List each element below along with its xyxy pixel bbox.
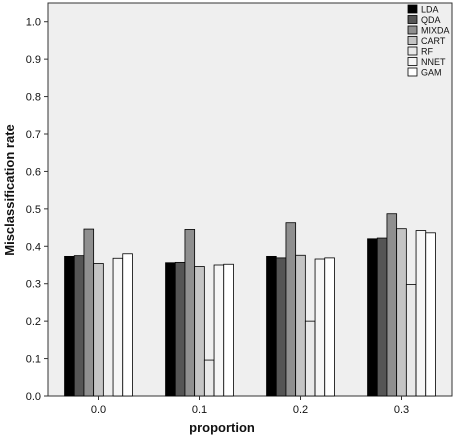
x-tick-label: 0.3 (394, 404, 409, 416)
x-tick-label: 0.2 (293, 404, 308, 416)
bar (396, 228, 407, 397)
legend-swatch (407, 67, 418, 77)
x-tick-label: 0.1 (192, 404, 207, 416)
y-tick-label: 0.1 (26, 354, 41, 366)
legend-label: QDA (421, 15, 441, 25)
legend-swatch (407, 46, 418, 56)
bar (324, 257, 335, 397)
legend-label: CART (421, 36, 446, 46)
x-axis-title: proportion (189, 420, 255, 435)
legend-swatch (407, 36, 418, 45)
y-axis-title: Misclassification rate (2, 124, 17, 256)
y-tick-label: 0.4 (26, 241, 41, 253)
bar (405, 284, 417, 397)
bar (184, 229, 196, 397)
bar (367, 238, 378, 397)
legend-label: RF (421, 47, 433, 57)
bar (112, 257, 124, 397)
y-tick-label: 0.7 (26, 129, 41, 141)
y-tick-label: 0.2 (26, 316, 41, 328)
legend-swatch (407, 4, 418, 14)
legend-label: GAM (421, 68, 442, 78)
bar (223, 263, 234, 397)
legend-label: NNET (421, 57, 446, 67)
bar (295, 254, 306, 397)
legend-swatch (407, 15, 418, 24)
y-tick-label: 0.6 (26, 166, 41, 178)
bar (425, 232, 436, 397)
y-tick-label: 0.9 (26, 54, 41, 66)
legend-label: LDA (421, 5, 439, 15)
bar (386, 213, 398, 397)
bar (93, 263, 104, 397)
bar (285, 222, 297, 397)
bar (266, 255, 277, 397)
y-tick-label: 1.0 (26, 17, 41, 29)
bar (314, 258, 326, 397)
bar (64, 255, 75, 397)
bar (194, 266, 205, 397)
bar (174, 261, 186, 397)
y-tick-label: 0.3 (26, 279, 41, 291)
bar (275, 257, 287, 397)
legend-swatch (407, 25, 418, 35)
legend-swatch (407, 57, 418, 66)
y-tick-label: 0.0 (26, 391, 41, 403)
x-tick-label: 0.0 (91, 404, 106, 416)
bar (415, 230, 427, 397)
bar (165, 262, 176, 397)
bar (203, 359, 215, 397)
bar (213, 264, 225, 397)
bar (122, 253, 133, 397)
y-tick-label: 0.5 (26, 204, 41, 216)
bar (83, 228, 95, 397)
y-tick-label: 0.8 (26, 92, 41, 104)
bar (73, 255, 85, 397)
legend-label: MIXDA (421, 26, 450, 36)
bar (376, 237, 388, 397)
bar (304, 320, 316, 397)
